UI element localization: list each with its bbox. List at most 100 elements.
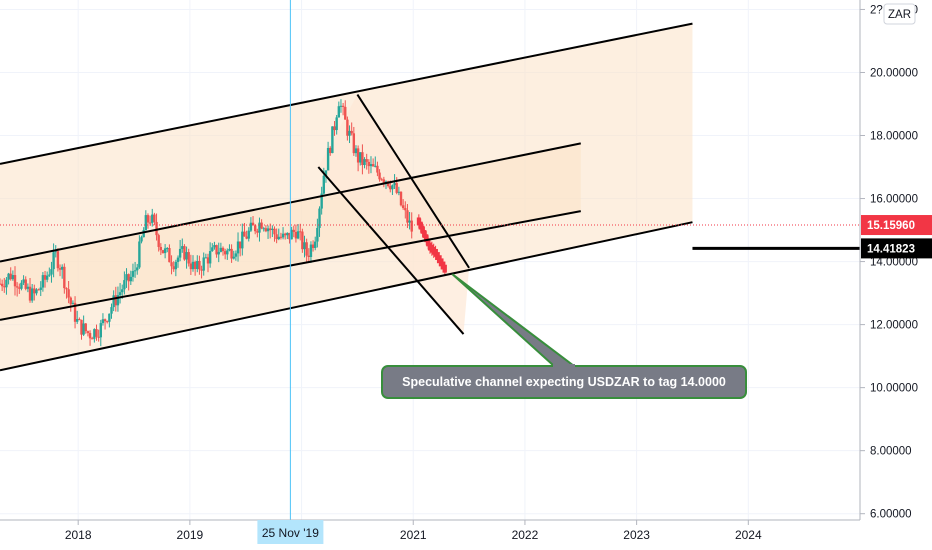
candle-body	[202, 257, 205, 271]
candle-body	[123, 280, 126, 290]
axis-tags: 15.15960 14.41823 25 Nov '19	[257, 215, 932, 544]
falling-channel-upper-line	[356, 94, 470, 269]
candle-body	[157, 235, 160, 247]
candle-body	[277, 236, 280, 240]
candle-body	[75, 319, 79, 322]
candle-body	[88, 333, 92, 339]
price-tick-label: 10.00000	[870, 383, 918, 395]
candle-body	[376, 165, 379, 173]
candle-body	[404, 208, 407, 211]
candle-body	[45, 275, 49, 280]
candle-body	[284, 233, 287, 236]
candle-body	[30, 288, 34, 301]
candle-body	[268, 228, 272, 231]
price-tick-label: 20.00000	[870, 67, 918, 79]
candle-body	[258, 222, 261, 233]
candle-body	[245, 236, 248, 239]
candle-body	[56, 251, 60, 269]
projected-candle-body	[424, 234, 429, 243]
candle-body	[344, 106, 347, 120]
candle-body	[380, 179, 383, 181]
candle-body	[39, 287, 42, 290]
candle-body	[410, 220, 413, 232]
candle-body	[168, 248, 171, 263]
candle-body	[309, 244, 313, 257]
candle-body	[215, 245, 218, 255]
candle-body	[161, 250, 165, 254]
candle-body	[138, 241, 141, 268]
price-axis[interactable]: 2?.0000020.0000018.0000016.0000014.00000…	[859, 0, 932, 521]
candle-body	[125, 274, 128, 281]
candle-body	[217, 251, 220, 255]
candle-body	[329, 147, 332, 154]
candle-body	[363, 159, 366, 166]
candle-body	[15, 286, 19, 288]
candle-body	[198, 260, 201, 270]
candle-body	[401, 205, 405, 209]
crosshair-date-label: 25 Nov '19	[262, 526, 319, 540]
candle-body	[271, 228, 274, 231]
projected-candle-body	[416, 217, 421, 226]
candle-body	[322, 175, 326, 194]
candle-body	[374, 165, 377, 167]
candle-body	[303, 242, 306, 250]
candle-body	[9, 273, 12, 280]
candle-body	[294, 231, 298, 239]
currency-badge[interactable]	[883, 3, 916, 25]
last-price-tag	[861, 215, 932, 236]
price-tick-label: 8.00000	[870, 446, 912, 458]
candle-body	[0, 283, 2, 285]
time-tick-label: 2023	[623, 528, 650, 542]
candle-body	[371, 164, 375, 167]
candle-body	[41, 275, 45, 288]
candle-body	[316, 227, 319, 242]
candle-body	[251, 222, 255, 226]
candle-body	[7, 273, 10, 280]
candle-body	[264, 228, 268, 232]
candle-body	[155, 221, 158, 236]
candle-body	[386, 181, 390, 187]
candle-body	[369, 164, 373, 167]
candle-body	[133, 270, 137, 272]
candle-body	[11, 275, 15, 280]
candle-body	[290, 229, 293, 240]
candle-body	[37, 289, 40, 291]
candle-body	[5, 279, 8, 288]
candle-body	[50, 269, 53, 275]
candle-body	[311, 244, 315, 248]
candle-body	[99, 323, 102, 338]
time-tick-label: 2019	[177, 528, 204, 542]
candle-body	[320, 193, 323, 209]
candle-body	[93, 329, 96, 339]
time-axis[interactable]: 2018 2019 2021 2022 2023 2024	[0, 519, 932, 550]
price-tick-label: 18.00000	[870, 131, 918, 143]
candle-body	[223, 251, 227, 255]
candle-body	[148, 222, 152, 224]
candle-body	[219, 247, 223, 252]
candle-body	[331, 126, 334, 154]
candle-body	[73, 302, 77, 322]
candle-body	[43, 275, 47, 280]
time-tick-label: 2018	[65, 528, 92, 542]
candle-body	[71, 302, 75, 305]
candle-body	[48, 274, 51, 276]
projected-candle-body	[426, 238, 431, 247]
candle-body	[174, 261, 178, 270]
candle-body	[101, 319, 105, 324]
annotation-pointer	[451, 273, 577, 367]
candle-body	[391, 185, 394, 190]
candle-body	[33, 288, 36, 294]
candle-body	[389, 186, 392, 190]
candle-body	[0, 283, 4, 287]
channel-upper-line-outer	[0, 22, 693, 165]
candle-body	[230, 248, 233, 259]
candle-body	[170, 262, 173, 267]
candle-body	[151, 214, 154, 223]
candle-body	[367, 161, 371, 167]
candle-body	[356, 148, 360, 163]
candle-body	[121, 289, 124, 293]
candle-body	[247, 230, 250, 239]
candle-body	[189, 263, 193, 270]
candle-body	[78, 319, 81, 321]
